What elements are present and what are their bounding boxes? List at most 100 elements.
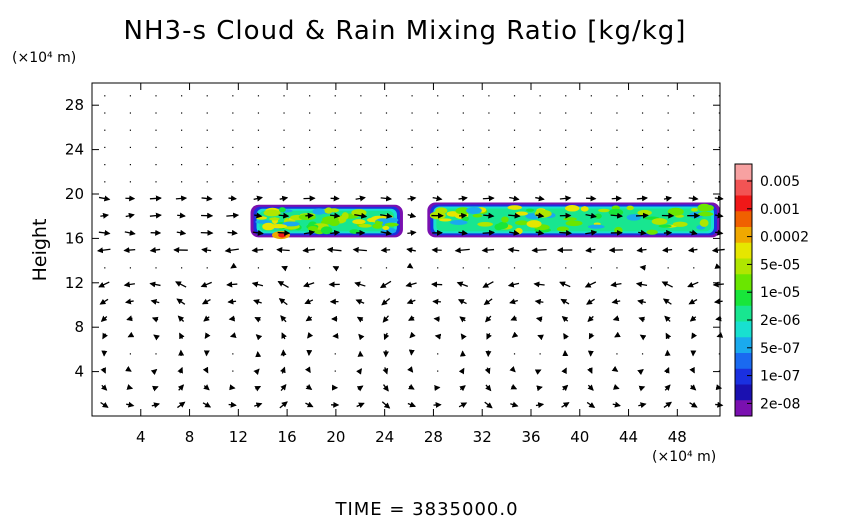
vector-arrow bbox=[638, 385, 646, 392]
vector-dot bbox=[334, 95, 336, 97]
vector-dot bbox=[309, 95, 311, 97]
vector-dot bbox=[206, 164, 208, 166]
colorbar-swatch bbox=[735, 321, 752, 338]
time-annotation: TIME = 3835000.0 bbox=[334, 499, 518, 519]
vector-arrow bbox=[358, 333, 365, 341]
vector-arrow bbox=[380, 229, 393, 236]
vector-arrow bbox=[98, 281, 110, 288]
vector-dot bbox=[616, 164, 618, 166]
vector-dot bbox=[181, 129, 183, 131]
cloud-cell bbox=[472, 213, 483, 218]
x-unit-label: (×10⁴ m) bbox=[652, 449, 716, 465]
vector-dot bbox=[232, 95, 234, 97]
vector-arrow bbox=[537, 334, 544, 341]
colorbar-tick-label: 1e-07 bbox=[760, 369, 800, 385]
vector-arrow bbox=[613, 384, 620, 390]
vector-arrow bbox=[715, 229, 724, 236]
colorbar-tick-label: 2e-08 bbox=[760, 396, 800, 412]
vector-arrow bbox=[458, 229, 468, 236]
vector-dot bbox=[641, 95, 644, 97]
vector-arrow bbox=[457, 299, 467, 305]
cloud-cell bbox=[466, 207, 482, 215]
vector-arrow bbox=[151, 402, 160, 409]
vector-arrow bbox=[100, 384, 108, 391]
vector-arrow bbox=[152, 385, 159, 392]
vector-dot bbox=[462, 267, 464, 269]
cloud-cell bbox=[320, 226, 333, 235]
vector-arrow bbox=[252, 229, 264, 236]
vector-dot bbox=[257, 164, 260, 166]
cloud-cell bbox=[556, 226, 569, 232]
vector-arrow bbox=[224, 247, 239, 254]
vector-arrow bbox=[407, 195, 417, 202]
colorbar-swatch bbox=[735, 227, 752, 244]
y-unit-label: (×10⁴ m) bbox=[12, 50, 76, 66]
vector-arrow bbox=[277, 280, 289, 288]
vector-arrow bbox=[355, 299, 365, 305]
vector-arrow bbox=[637, 298, 646, 305]
vector-arrow bbox=[201, 195, 213, 202]
vector-arrow bbox=[352, 246, 367, 253]
cloud-cell bbox=[255, 216, 268, 220]
vector-arrow bbox=[406, 262, 414, 269]
vector-dot bbox=[181, 146, 183, 149]
vector-dot bbox=[155, 129, 157, 131]
x-tick-label: 48 bbox=[668, 428, 687, 446]
vector-dot bbox=[360, 146, 362, 149]
vector-arrow bbox=[664, 315, 671, 322]
cloud-cell bbox=[446, 211, 460, 217]
vector-arrow bbox=[202, 366, 209, 374]
cloud-cell bbox=[312, 208, 326, 215]
vector-arrow bbox=[587, 315, 594, 323]
vector-arrow bbox=[610, 212, 624, 219]
vector-arrow bbox=[279, 195, 289, 202]
vector-dot bbox=[232, 146, 234, 149]
vector-arrow bbox=[586, 298, 595, 305]
cloud-cell bbox=[377, 218, 389, 222]
cloud-cell bbox=[699, 219, 709, 227]
cloud-cell bbox=[382, 225, 390, 230]
vector-arrow bbox=[125, 365, 132, 372]
vector-arrow bbox=[151, 316, 159, 323]
vector-dot bbox=[641, 353, 644, 355]
vector-arrow bbox=[123, 247, 136, 254]
vector-dot bbox=[104, 146, 106, 149]
y-tick-label: 28 bbox=[65, 96, 84, 114]
vector-dot bbox=[565, 267, 567, 269]
vector-dot bbox=[437, 146, 439, 149]
vector-arrow bbox=[305, 401, 314, 408]
vector-arrow bbox=[691, 332, 698, 340]
vector-arrow bbox=[458, 402, 468, 408]
vector-arrow bbox=[330, 229, 341, 236]
vector-arrow bbox=[229, 384, 236, 391]
vector-arrow bbox=[126, 384, 134, 390]
vector-dot bbox=[513, 181, 516, 183]
vector-dot bbox=[616, 267, 618, 269]
vector-arrow bbox=[535, 212, 545, 219]
y-tick-label: 12 bbox=[65, 274, 84, 292]
vector-dot bbox=[693, 164, 695, 166]
vector-dot bbox=[513, 164, 516, 166]
vector-arrow bbox=[407, 366, 414, 373]
vector-arrow bbox=[124, 229, 136, 236]
vector-arrow bbox=[124, 298, 134, 305]
cloud-cell bbox=[282, 221, 300, 227]
colorbar-swatch bbox=[735, 400, 752, 417]
vector-dot bbox=[667, 267, 669, 269]
cloud-region bbox=[250, 204, 403, 240]
vector-dot bbox=[309, 129, 311, 131]
vector-dot bbox=[129, 353, 132, 355]
vector-dot bbox=[513, 95, 516, 97]
vector-arrow bbox=[715, 315, 722, 322]
vector-arrow bbox=[177, 401, 186, 409]
vector-dot bbox=[667, 95, 669, 97]
vector-dot bbox=[718, 353, 720, 355]
vector-dot bbox=[616, 112, 618, 114]
vector-arrow bbox=[406, 247, 416, 254]
colorbar-swatch bbox=[735, 195, 752, 212]
vector-arrow bbox=[356, 385, 364, 392]
vector-dot bbox=[693, 146, 695, 149]
cloud-cell bbox=[449, 220, 468, 226]
vector-dot bbox=[590, 164, 592, 166]
